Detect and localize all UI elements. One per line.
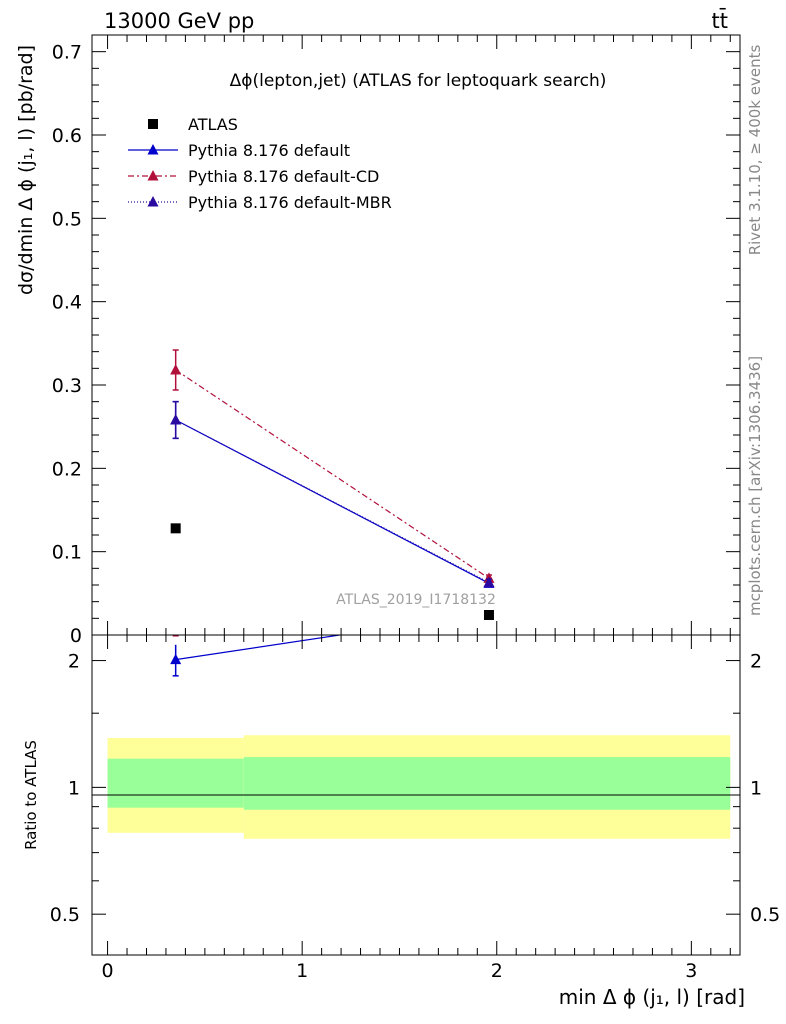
- series-point-3: [483, 576, 495, 587]
- legend-entry-label: Pythia 8.176 default-CD: [188, 167, 379, 186]
- ratio-tick-labels: 0.5 0.5 1 1 2 2 0 1 2 3: [50, 651, 780, 982]
- main-title: Δϕ(lepton,jet) (ATLAS for leptoquark sea…: [230, 71, 607, 91]
- ratio-data-marks: [170, 615, 344, 677]
- main-axis-ticks: [92, 34, 740, 636]
- legend-entry-label: Pythia 8.176 default: [188, 141, 350, 160]
- ratio-frame: [91, 634, 741, 956]
- ratio-y-tick-label: 1: [68, 777, 80, 799]
- ratio-y-axis-label: Ratio to ATLAS: [22, 740, 40, 850]
- ratio-y-tick-label: 0.5: [50, 904, 80, 926]
- ratio-y-tick-label-right: 1: [750, 777, 762, 799]
- ratio-panel: 0.5 0.5 1 1 2 2 0 1 2 3 Ratio to ATLAS min Δ ϕ (j…: [22, 615, 780, 1009]
- legend-marker-triangle: [147, 144, 159, 155]
- ratio-y-tick-label: 2: [68, 651, 80, 673]
- rivet-label: Rivet 3.1.10, ≥ 400k events: [746, 45, 764, 256]
- main-y-tick-labels: 0 0.1 0.2 0.3 0.4 0.5 0.6 0.7: [52, 42, 82, 647]
- legend: ATLAS Pythia 8.176 default Pythia 8.176 de…: [128, 115, 392, 212]
- legend-marker-triangle: [147, 196, 159, 207]
- uncertainty-bands: [107, 735, 731, 839]
- ratio-point-1: [170, 615, 181, 626]
- x-tick-label: 2: [491, 960, 503, 982]
- ratio-y-tick-label-right: 0.5: [750, 904, 780, 926]
- ratio-point-0: [170, 653, 182, 665]
- main-y-axis-label: dσ/dmin Δ ϕ (j₁, l) [pb/rad]: [15, 45, 37, 295]
- main-y-tick-label: 0.1: [52, 542, 82, 564]
- x-tick-label: 0: [102, 960, 114, 982]
- energy-label: 13000 GeV pp: [104, 9, 254, 33]
- legend-entry-label: ATLAS: [188, 115, 238, 134]
- process-label: tt̄: [712, 8, 728, 33]
- series-point-3: [170, 414, 182, 425]
- main-y-tick-label: 0.5: [52, 208, 82, 230]
- series-point-2: [170, 364, 182, 375]
- ratio-axis-ticks: [92, 635, 740, 956]
- main-panel: 0 0.1 0.2 0.3 0.4 0.5 0.6 0.7 Δϕ(lepton,jet) (A…: [15, 34, 741, 647]
- legend-entry-label: Pythia 8.176 default-MBR: [188, 193, 392, 212]
- main-y-tick-label: 0.3: [52, 375, 82, 397]
- series-line-3: [175, 419, 490, 584]
- atlas-data-point: [170, 523, 181, 534]
- x-tick-label: 1: [296, 960, 308, 982]
- atlas-data-point: [483, 610, 494, 620]
- ratio-series-group: [170, 615, 344, 677]
- main-data-marks: [170, 349, 495, 620]
- green-band: [107, 758, 244, 808]
- mcplots-label: mcplots.cern.ch [arXiv:1306.3436]: [746, 356, 764, 616]
- green-band: [243, 757, 731, 810]
- main-y-tick-label: 0.6: [52, 125, 82, 147]
- ratio-line-0: [175, 635, 344, 661]
- main-y-tick-label: 0.4: [52, 292, 82, 314]
- series-line-1: [175, 419, 490, 584]
- x-axis-label: min Δ ϕ (j₁, l) [rad]: [559, 985, 745, 1009]
- x-tick-label: 3: [685, 960, 697, 982]
- ratio-y-tick-label-right: 2: [750, 651, 762, 673]
- main-y-tick-label: 0.2: [52, 458, 82, 480]
- main-y-tick-label: 0: [70, 625, 82, 647]
- series-line-2: [175, 369, 490, 579]
- watermark: ATLAS_2019_I1718132: [336, 592, 496, 608]
- legend-marker-triangle: [147, 170, 159, 181]
- main-y-tick-label: 0.7: [52, 42, 82, 64]
- legend-marker-square: [148, 119, 158, 129]
